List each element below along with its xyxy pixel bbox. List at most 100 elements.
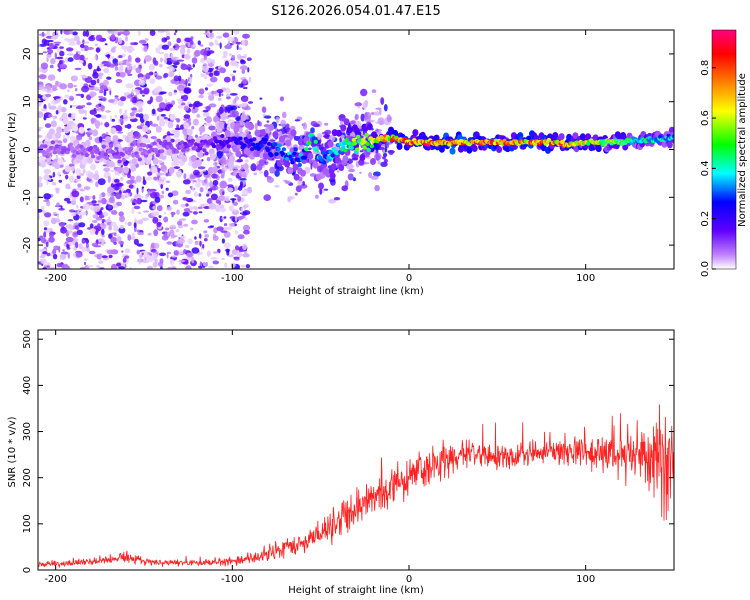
spectrogram-cell [184,244,190,248]
spectrogram-cell [142,260,149,264]
spectrogram-cell [224,195,230,202]
spectrogram-cell [118,60,124,64]
spectrogram-cell [159,91,167,95]
spectrogram-cell [278,135,285,143]
spectrogram-cell [221,93,224,96]
spectrogram-cell [148,63,155,71]
spectrogram-cell [307,140,312,145]
spectrogram-cell [136,196,145,199]
spectrogram-cell [122,30,130,36]
spectrogram-cell [202,109,209,113]
spectrogram-cell [175,30,178,33]
spectrogram-cell [262,106,267,113]
spectrogram-cell [380,97,385,105]
spectrogram-cell [66,243,70,249]
spectrogram-cell [203,238,208,242]
spectrogram-cell [193,169,200,176]
spectrogram-cell [302,155,308,160]
spectrogram-cell [329,172,336,180]
spectrogram-cell [64,94,70,99]
spectrogram-cell [127,151,132,156]
figure-title: S126.2026.054.01.47.E15 [271,4,440,19]
spectrogram-cell [250,163,257,172]
spectrogram-cell [238,103,244,107]
spectrogram-cell [198,94,204,99]
spectrogram-cell [88,36,96,42]
spectrogram-cell [170,234,176,239]
spectrogram-cell [239,141,244,146]
spectrogram-cell [314,148,319,153]
spectrogram-cell [75,178,81,182]
spectrogram-cell [386,114,392,123]
spectrogram-cell [110,56,115,59]
spectrogram-cell [254,129,261,137]
spectrogram-cell [248,123,255,131]
spectrogram-cell [94,86,99,92]
spectrogram-cell [151,108,156,115]
spectrogram-cell [193,180,197,183]
spectrogram-cell [185,78,188,85]
spectrogram-cell [81,246,87,252]
spectrogram-cell [38,99,42,107]
spectrogram-cell [144,55,152,62]
spectrogram-cell [202,261,207,267]
snr-series [38,404,674,568]
spectrogram-cell [209,180,213,188]
spectrogram-cell [201,159,204,162]
spectrogram-cell [165,99,168,103]
spectrogram-cell [246,57,252,61]
x-tick-label: -100 [221,273,244,284]
spectrogram-cell [38,67,43,73]
spectrogram-cell [595,145,602,153]
spectrogram-cell [156,222,162,228]
spectrogram-cell [84,261,86,265]
spectrogram-cell [330,153,335,158]
spectrogram-cell [76,105,83,108]
spectrogram-cell [324,129,332,135]
spectrogram-cell [127,221,132,226]
spectrogram-cell [75,252,83,258]
spectrogram-cell [105,136,111,143]
spectrogram-cell [79,44,85,48]
spectrogram-cell [97,265,101,269]
spectrogram-cell [66,134,70,139]
spectrogram-cell [84,258,88,261]
spectrogram-cell [73,85,77,87]
spectrogram-cell [96,68,102,72]
spectrogram-cell [50,140,55,145]
spectrogram-cell [203,219,210,223]
spectrogram-cell [352,177,356,182]
spectrogram-cell [82,30,87,37]
spectrogram-cell [40,259,47,265]
spectrogram-cell [115,192,122,200]
spectrogram-cell [59,253,67,259]
spectrogram-cell [146,129,151,134]
spectrogram-cell [348,168,355,173]
spectrogram-cell [243,230,250,235]
spectrogram-cell [203,122,207,125]
spectrogram-cell [65,183,71,190]
spectrogram-cell [117,131,124,134]
spectrogram-cell [89,228,97,235]
spectrogram-cell [84,139,91,147]
spectrogram-cell [231,54,236,61]
spectrogram-cell [61,265,69,269]
spectrogram-cell [97,200,105,203]
spectrogram-cell [119,108,122,115]
spectrogram-cell [186,128,193,136]
spectrogram-cell [133,64,137,71]
spectrogram-cell [111,210,118,215]
spectrogram-cell [377,160,381,165]
spectrogram-cell [164,231,168,236]
spectrogram-cell [110,127,117,135]
spectrogram-cell [242,143,247,148]
spectrogram-cell [156,205,163,212]
spectrogram-cell [221,56,227,59]
spectrogram-cell [184,53,191,60]
spectrogram-cell [158,252,166,257]
spectrogram-cell [220,151,224,157]
spectrogram-cell [195,181,201,188]
spectrogram-cell [42,251,48,255]
spectrogram-cell [91,200,97,204]
spectrogram-cell [314,194,319,199]
